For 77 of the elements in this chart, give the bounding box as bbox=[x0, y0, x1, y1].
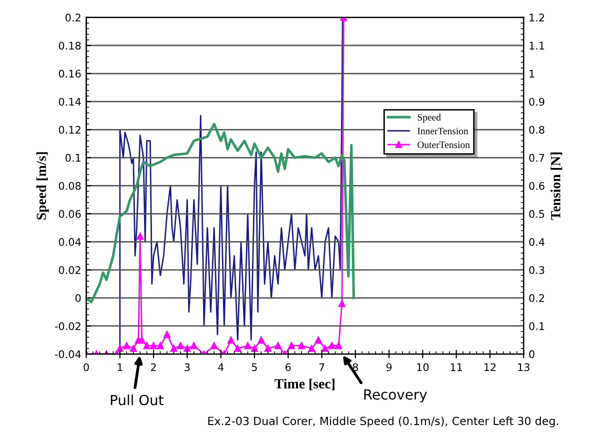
point bbox=[244, 342, 252, 350]
point bbox=[156, 342, 164, 350]
y2-axis-title: Tension [N] bbox=[550, 152, 562, 220]
legend-label: InnerTension bbox=[418, 128, 468, 134]
x-tick-label: 6 bbox=[286, 363, 291, 372]
y2-tick-label: 0.7 bbox=[529, 154, 544, 162]
y-tick-label: 0.06 bbox=[58, 210, 81, 218]
x-tick-label: 9 bbox=[386, 363, 392, 372]
x-tick-label: 0 bbox=[84, 363, 89, 372]
point bbox=[234, 344, 242, 352]
point bbox=[130, 344, 137, 352]
point bbox=[251, 344, 258, 352]
y2-tick-label: 0.1 bbox=[529, 322, 544, 330]
y-tick-label: 0.14 bbox=[58, 98, 81, 106]
y2-tick-label: 0.2 bbox=[529, 294, 544, 302]
x-tick-label: 1 bbox=[118, 363, 122, 371]
point bbox=[190, 342, 198, 350]
y2-tick-label: 0.4 bbox=[529, 238, 544, 246]
y-tick-label: -0.02 bbox=[54, 322, 80, 330]
point bbox=[116, 344, 124, 352]
y-tick-label: 0 bbox=[75, 294, 81, 302]
point bbox=[176, 342, 184, 350]
x-tick-label: 4 bbox=[218, 363, 224, 371]
point bbox=[164, 330, 170, 338]
point bbox=[274, 342, 282, 350]
point bbox=[170, 344, 178, 352]
y2-tick-label: 1.1 bbox=[530, 42, 544, 50]
y-tick-label: 0.2 bbox=[66, 14, 80, 22]
x-tick-label: 2 bbox=[151, 363, 156, 371]
point bbox=[258, 336, 265, 344]
x-tick-label: 11 bbox=[450, 363, 462, 371]
y2-tick-label: 0.3 bbox=[529, 266, 544, 274]
annotation: Pull Out bbox=[110, 394, 164, 406]
point bbox=[308, 344, 316, 352]
y2-tick-label: 1.2 bbox=[530, 14, 544, 22]
point bbox=[227, 336, 234, 344]
point bbox=[123, 342, 130, 350]
y2-tick-label: 0.5 bbox=[529, 210, 544, 218]
y-tick-label: 0.02 bbox=[58, 266, 80, 274]
legend-label: Speed bbox=[418, 114, 441, 123]
legend-label: OuterTension bbox=[418, 142, 470, 148]
text: Ex.2-03 Dual Corer, Middle Speed (0.1m/s), Center Left 30 deg. bbox=[208, 416, 558, 428]
text: Recovery bbox=[364, 389, 427, 402]
x-tick-label: 7 bbox=[319, 363, 324, 371]
y-tick-label: 0.1 bbox=[66, 154, 80, 162]
point bbox=[210, 342, 218, 350]
point bbox=[136, 232, 144, 240]
y-axis-title: Speed [m/s] bbox=[36, 152, 49, 220]
y2-tick-label: 0.6 bbox=[529, 182, 544, 190]
y-tick-label: 0.16 bbox=[58, 70, 81, 78]
y-tick-label: 0.12 bbox=[58, 126, 80, 134]
x-tick-label: 5 bbox=[252, 363, 257, 372]
point bbox=[328, 342, 336, 350]
y2-tick-label: 0.8 bbox=[529, 126, 544, 134]
y2-tick-label: 0.9 bbox=[529, 98, 544, 106]
x-axis-title: Time [sec] bbox=[274, 378, 334, 390]
y-tick-label: 0.04 bbox=[58, 238, 81, 246]
y2-tick-label: 1 bbox=[530, 70, 534, 78]
point bbox=[314, 336, 322, 344]
point bbox=[288, 342, 295, 350]
point bbox=[298, 342, 306, 350]
line-series bbox=[86, 122, 355, 304]
x-tick-label: 10 bbox=[417, 363, 429, 372]
y-tick-label: -0.04 bbox=[54, 350, 81, 358]
point bbox=[143, 342, 150, 350]
point bbox=[322, 344, 329, 352]
point bbox=[335, 342, 342, 350]
y-tick-label: 0.18 bbox=[58, 42, 81, 50]
point bbox=[264, 344, 272, 352]
x-tick-label: 12 bbox=[484, 363, 496, 371]
y-tick-label: 0.08 bbox=[58, 182, 81, 190]
y2-tick-label: 0 bbox=[529, 350, 534, 358]
point bbox=[184, 344, 191, 352]
point bbox=[150, 342, 158, 350]
point bbox=[338, 300, 346, 308]
x-tick-label: 3 bbox=[184, 363, 190, 372]
x-tick-label: 13 bbox=[518, 363, 530, 372]
